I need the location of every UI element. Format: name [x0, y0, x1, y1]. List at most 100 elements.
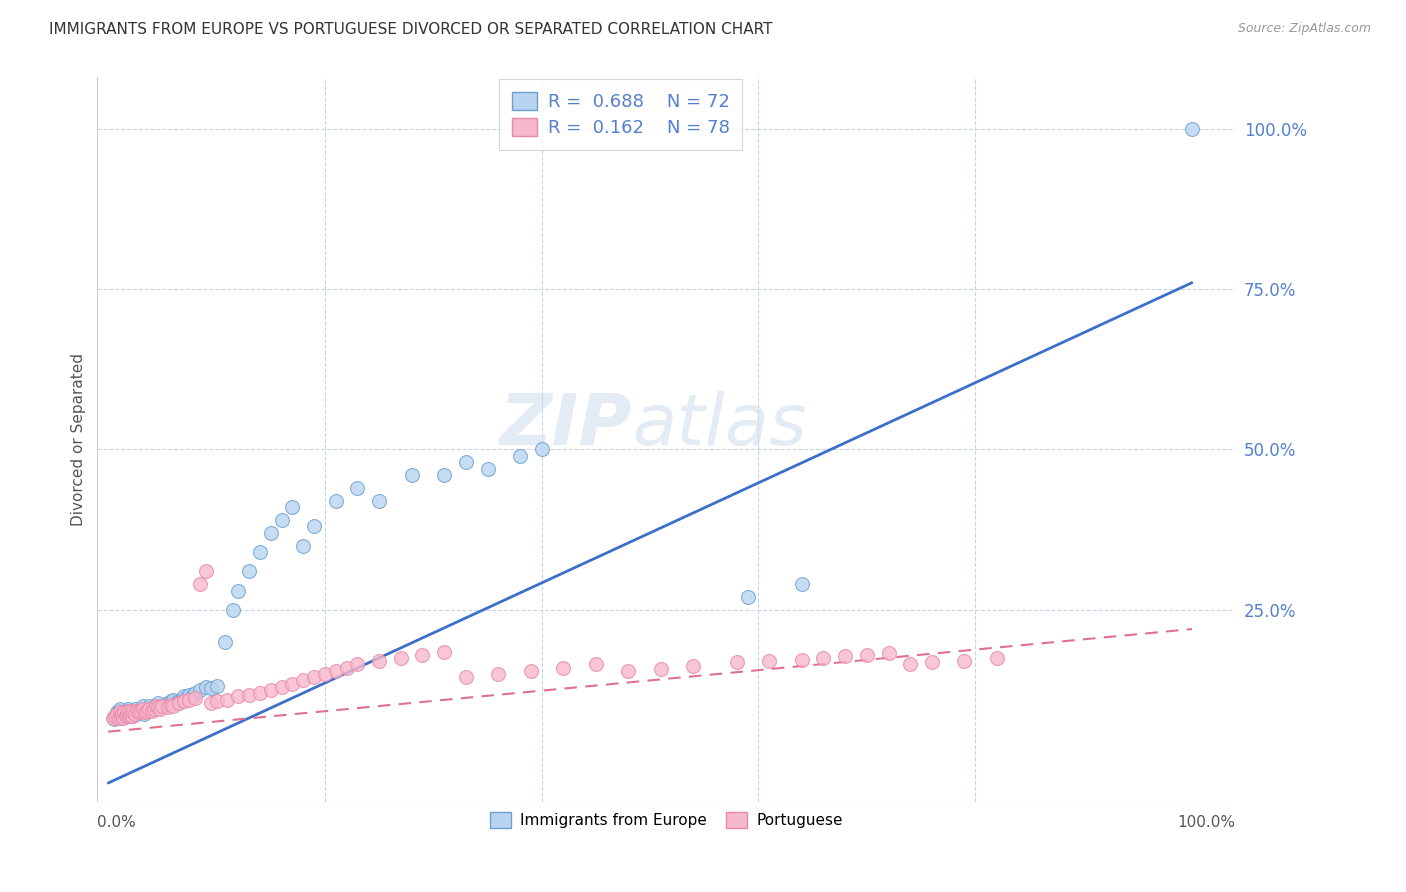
Point: [129, 702, 152, 716]
Point: [145, 699, 167, 714]
Point: [650, 662, 672, 676]
Text: IMMIGRANTS FROM EUROPE VS PORTUGUESE DIVORCED OR SEPARATED CORRELATION CHART: IMMIGRANTS FROM EUROPE VS PORTUGUESE DIV…: [49, 22, 773, 37]
Point: [149, 702, 172, 716]
Point: [454, 670, 477, 684]
Point: [128, 706, 150, 720]
Point: [117, 704, 139, 718]
Point: [986, 651, 1008, 665]
Point: [127, 704, 149, 718]
Point: [181, 690, 204, 704]
Point: [194, 680, 217, 694]
Text: Source: ZipAtlas.com: Source: ZipAtlas.com: [1237, 22, 1371, 36]
Point: [146, 700, 169, 714]
Point: [112, 706, 135, 720]
Point: [509, 449, 531, 463]
Point: [162, 699, 184, 714]
Point: [142, 700, 165, 714]
Point: [122, 706, 145, 720]
Point: [179, 692, 201, 706]
Point: [205, 694, 228, 708]
Point: [160, 694, 183, 708]
Point: [104, 708, 127, 723]
Point: [368, 654, 391, 668]
Point: [188, 577, 211, 591]
Point: [124, 706, 146, 721]
Point: [127, 704, 149, 718]
Point: [188, 683, 211, 698]
Point: [141, 704, 163, 718]
Point: [120, 704, 142, 718]
Point: [156, 700, 179, 714]
Point: [120, 704, 142, 718]
Point: [132, 706, 155, 721]
Point: [134, 706, 156, 720]
Point: [270, 513, 292, 527]
Point: [314, 667, 336, 681]
Point: [135, 704, 157, 718]
Point: [138, 699, 160, 714]
Point: [111, 706, 134, 721]
Point: [167, 696, 190, 710]
Point: [162, 692, 184, 706]
Point: [108, 702, 131, 716]
Point: [115, 706, 138, 721]
Point: [249, 686, 271, 700]
Point: [302, 670, 325, 684]
Point: [725, 656, 748, 670]
Point: [194, 565, 217, 579]
Point: [877, 647, 900, 661]
Point: [325, 493, 347, 508]
Point: [200, 696, 222, 710]
Point: [118, 708, 141, 723]
Point: [411, 648, 433, 662]
Point: [156, 696, 179, 710]
Point: [401, 468, 423, 483]
Point: [790, 577, 813, 591]
Point: [125, 706, 148, 721]
Point: [117, 702, 139, 716]
Point: [114, 708, 136, 723]
Point: [170, 692, 193, 706]
Point: [173, 694, 195, 708]
Point: [184, 691, 207, 706]
Point: [281, 500, 304, 515]
Point: [184, 686, 207, 700]
Point: [520, 664, 543, 678]
Point: [260, 525, 283, 540]
Point: [222, 603, 245, 617]
Point: [105, 706, 128, 721]
Point: [128, 706, 150, 720]
Point: [953, 654, 976, 668]
Point: [118, 706, 141, 721]
Point: [114, 706, 136, 720]
Point: [249, 545, 271, 559]
Point: [1181, 121, 1204, 136]
Legend: Immigrants from Europe, Portuguese: Immigrants from Europe, Portuguese: [484, 806, 849, 835]
Point: [813, 651, 835, 665]
Point: [433, 468, 456, 483]
Point: [292, 673, 315, 688]
Point: [142, 702, 165, 716]
Point: [110, 710, 132, 724]
Point: [166, 696, 188, 710]
Point: [486, 667, 509, 681]
Point: [758, 654, 780, 668]
Text: 100.0%: 100.0%: [1177, 815, 1236, 830]
Point: [121, 708, 143, 723]
Point: [200, 681, 222, 695]
Point: [104, 708, 127, 723]
Point: [292, 539, 315, 553]
Point: [122, 706, 145, 720]
Point: [217, 692, 239, 706]
Point: [114, 704, 136, 718]
Point: [585, 657, 607, 672]
Point: [103, 712, 125, 726]
Point: [368, 493, 391, 508]
Point: [136, 704, 159, 718]
Point: [270, 680, 292, 694]
Point: [153, 698, 176, 712]
Point: [105, 706, 128, 720]
Text: atlas: atlas: [633, 391, 807, 460]
Point: [834, 648, 856, 663]
Point: [226, 583, 249, 598]
